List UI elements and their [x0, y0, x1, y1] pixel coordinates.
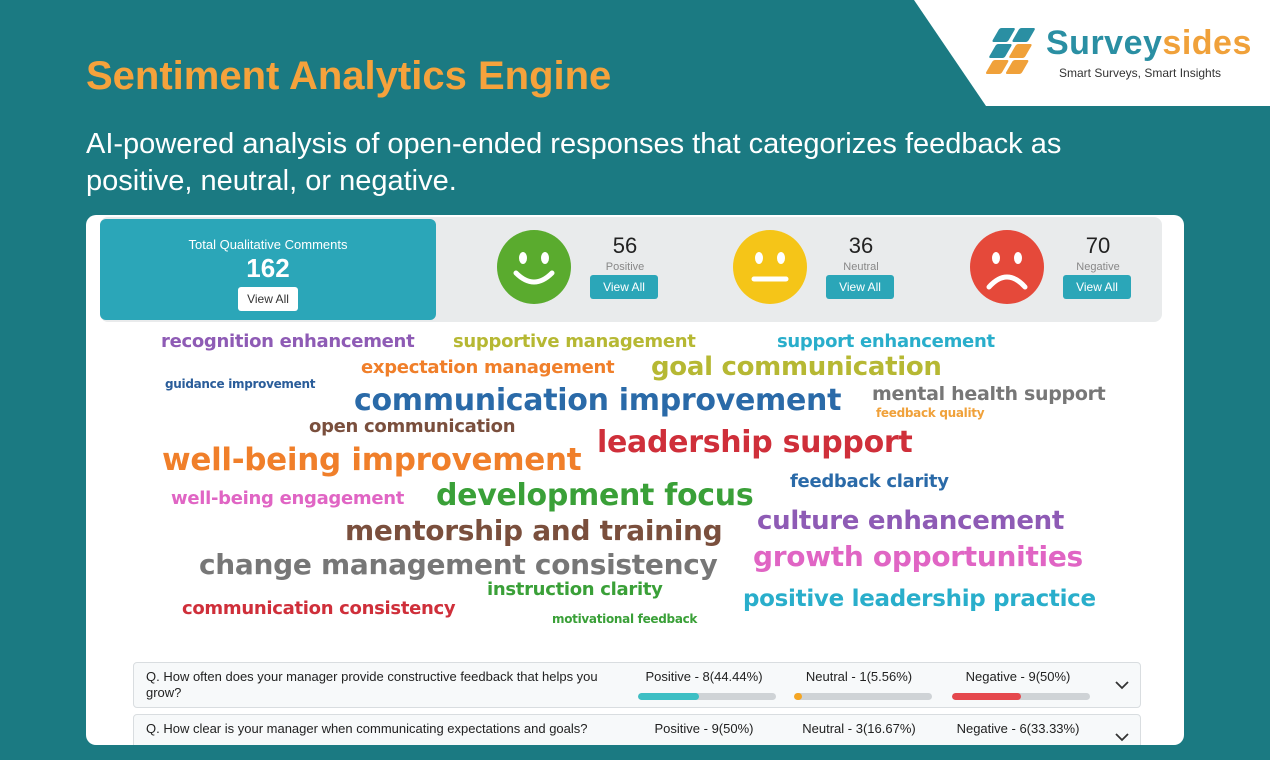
total-comments-label: Total Qualitative Comments [188, 237, 348, 252]
question-negative-stat: Negative - 9(50%) [965, 669, 1071, 684]
question-positive-stat: Positive - 8(44.44%) [645, 669, 763, 684]
word-cloud-term[interactable]: motivational feedback [552, 612, 698, 626]
negative-progress-bar [952, 693, 1090, 700]
brand-tagline: Smart Surveys, Smart Insights [1059, 66, 1222, 80]
word-cloud-term[interactable]: guidance improvement [165, 377, 316, 391]
word-cloud-term[interactable]: open communication [309, 416, 516, 437]
dashboard-panel: Total Qualitative Comments 162 View All … [86, 215, 1184, 745]
question-neutral-stat: Neutral - 1(5.56%) [805, 669, 913, 684]
hero-subtitle: AI-powered analysis of open-ended respon… [86, 128, 1062, 197]
sad-face-icon [970, 230, 1044, 304]
view-all-neutral-button[interactable]: View All [826, 275, 894, 299]
question-row[interactable]: Q. How often does your manager provide c… [133, 662, 1141, 708]
chevron-down-icon[interactable] [1112, 727, 1132, 745]
positive-summary: 56 Positive View All [496, 229, 696, 309]
word-cloud: recognition enhancement supportive manag… [86, 325, 1184, 626]
word-cloud-term[interactable]: supportive management [453, 331, 696, 352]
negative-summary: 70 Negative View All [969, 229, 1169, 309]
word-cloud-term[interactable]: recognition enhancement [161, 331, 415, 352]
smiley-face-icon [497, 230, 571, 304]
hero-title: Sentiment Analytics Engine [86, 54, 612, 98]
word-cloud-term[interactable]: development focus [436, 478, 754, 513]
negative-label: Negative [1076, 261, 1120, 273]
word-cloud-term[interactable]: well-being engagement [171, 488, 405, 509]
question-text: Q. How often does your manager provide c… [146, 669, 598, 700]
question-row[interactable]: Q. How clear is your manager when commun… [133, 714, 1141, 745]
word-cloud-term[interactable]: expectation management [361, 357, 615, 378]
word-cloud-term[interactable]: mental health support [872, 383, 1106, 405]
positive-count: 56 [612, 233, 638, 258]
question-text: Q. How clear is your manager when commun… [146, 721, 588, 736]
question-positive-stat: Positive - 9(50%) [654, 721, 754, 736]
question-negative-stat: Negative - 6(33.33%) [956, 721, 1080, 736]
word-cloud-term[interactable]: well-being improvement [162, 442, 582, 478]
neutral-face-icon [733, 230, 807, 304]
word-cloud-term[interactable]: feedback quality [876, 406, 985, 420]
neutral-progress-fill [794, 693, 802, 700]
word-cloud-term[interactable]: culture enhancement [757, 506, 1064, 536]
neutral-label: Neutral [843, 261, 879, 273]
total-comments-card: Total Qualitative Comments 162 View All [100, 219, 436, 320]
positive-label: Positive [605, 261, 645, 273]
view-all-total-button[interactable]: View All [238, 287, 298, 311]
view-all-negative-button[interactable]: View All [1063, 275, 1131, 299]
question-neutral-stat: Neutral - 3(16.67%) [802, 721, 916, 736]
word-cloud-term[interactable]: feedback clarity [790, 471, 949, 492]
brand-name: Surveysides [1046, 24, 1252, 62]
positive-progress-bar [638, 693, 776, 700]
negative-count: 70 [1085, 233, 1111, 258]
word-cloud-term[interactable]: goal communication [651, 352, 942, 382]
chevron-down-icon[interactable] [1112, 675, 1132, 695]
negative-progress-fill [952, 693, 1021, 700]
view-all-positive-button[interactable]: View All [590, 275, 658, 299]
word-cloud-term[interactable]: instruction clarity [487, 579, 663, 600]
positive-progress-fill [638, 693, 700, 700]
word-cloud-term[interactable]: mentorship and training [345, 514, 723, 547]
word-cloud-term[interactable]: positive leadership practice [743, 586, 1096, 612]
neutral-progress-bar [794, 693, 932, 700]
neutral-count: 36 [848, 233, 874, 258]
surveysides-logo-icon [985, 28, 1035, 74]
total-comments-count: 162 [246, 253, 290, 283]
word-cloud-term[interactable]: growth opportunities [753, 540, 1083, 573]
word-cloud-term[interactable]: change management consistency [199, 548, 718, 581]
word-cloud-term[interactable]: support enhancement [777, 331, 995, 352]
neutral-summary: 36 Neutral View All [732, 229, 932, 309]
word-cloud-term[interactable]: leadership support [597, 425, 913, 460]
word-cloud-term[interactable]: communication consistency [182, 598, 456, 619]
word-cloud-term[interactable]: communication improvement [354, 383, 842, 418]
